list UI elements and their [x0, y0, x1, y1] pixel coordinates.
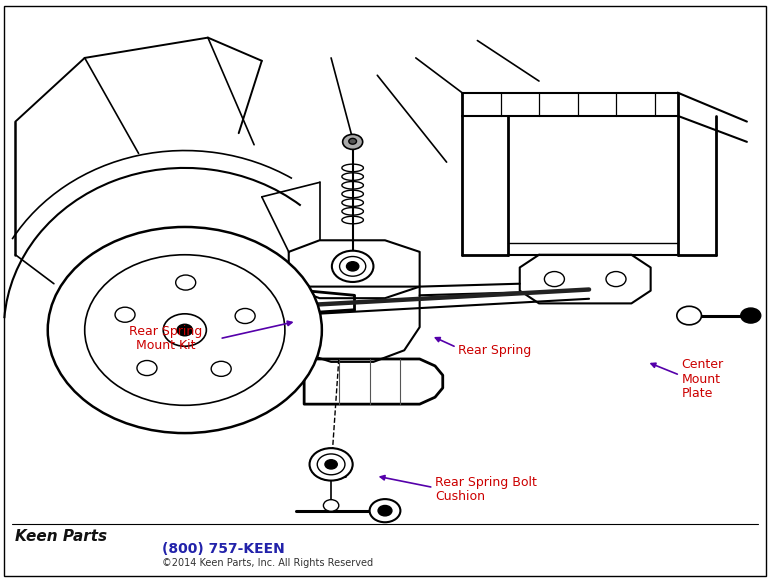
Circle shape [177, 324, 192, 336]
Text: ©2014 Keen Parts, Inc. All Rights Reserved: ©2014 Keen Parts, Inc. All Rights Reserv… [162, 558, 373, 568]
Text: Mount Kit: Mount Kit [136, 339, 196, 353]
Text: Cushion: Cushion [435, 490, 485, 503]
Circle shape [85, 255, 285, 405]
Circle shape [544, 272, 564, 287]
Text: (800) 757-KEEN: (800) 757-KEEN [162, 542, 284, 556]
Circle shape [235, 309, 255, 324]
Text: Plate: Plate [681, 387, 713, 400]
Circle shape [115, 307, 135, 323]
Circle shape [677, 306, 701, 325]
Circle shape [741, 308, 761, 323]
Circle shape [349, 138, 357, 144]
Circle shape [332, 251, 373, 282]
Circle shape [343, 134, 363, 149]
Text: Mount: Mount [681, 373, 721, 386]
Circle shape [163, 314, 206, 346]
Circle shape [48, 227, 322, 433]
Circle shape [310, 448, 353, 481]
Circle shape [211, 361, 231, 376]
Circle shape [346, 262, 359, 271]
Circle shape [325, 460, 337, 469]
Text: Rear Spring: Rear Spring [458, 344, 531, 357]
Circle shape [370, 499, 400, 522]
Text: Rear Spring Bolt: Rear Spring Bolt [435, 475, 537, 489]
Text: Keen Parts: Keen Parts [15, 529, 108, 544]
Text: Center: Center [681, 358, 724, 371]
Circle shape [137, 361, 157, 376]
Circle shape [317, 454, 345, 475]
Circle shape [176, 275, 196, 290]
Text: Rear Spring: Rear Spring [129, 325, 203, 338]
Circle shape [323, 500, 339, 511]
Circle shape [606, 272, 626, 287]
Circle shape [340, 256, 366, 276]
Circle shape [378, 505, 392, 516]
